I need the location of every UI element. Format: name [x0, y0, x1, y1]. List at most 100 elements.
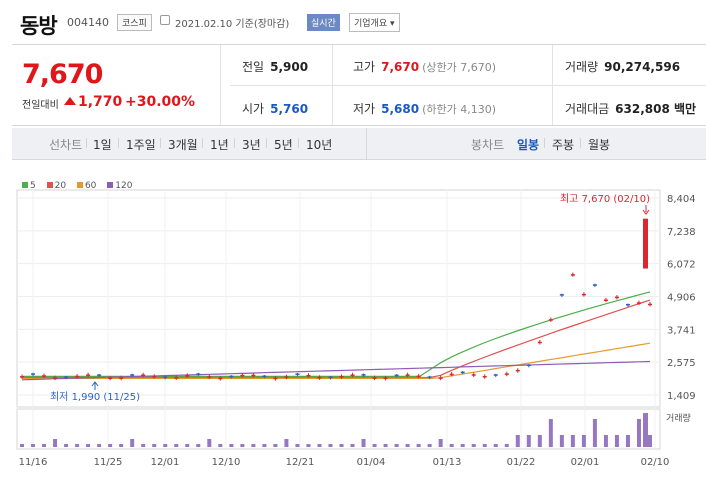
tab-1d[interactable]: 1일	[93, 138, 112, 152]
candle-body	[427, 376, 432, 378]
volume-bar	[273, 444, 278, 447]
candle-body	[416, 375, 421, 378]
volume-bar	[152, 444, 157, 447]
candle-body	[383, 377, 388, 380]
up-arrow-icon	[64, 97, 76, 105]
candle-body	[229, 375, 234, 378]
candle-body	[405, 374, 410, 376]
legend-ma20: 20	[46, 181, 66, 191]
volume-bar	[460, 444, 465, 447]
price-chart[interactable]: 8,404 7,238 6,072 4,906 3,741 2,575 1,409 11/1…	[0, 160, 706, 477]
volume-bar	[64, 444, 69, 447]
tab-3y[interactable]: 3년	[242, 138, 261, 152]
candle-body	[493, 374, 498, 376]
x-tick-label: 11/25	[94, 457, 123, 468]
realtime-button[interactable]: 실시간	[307, 14, 340, 31]
candle-body	[53, 377, 58, 379]
volume-bar	[394, 444, 399, 447]
candle-body	[20, 376, 24, 378]
prev-close: 전일 5,900	[242, 60, 309, 74]
candle-body	[581, 293, 586, 296]
y-tick-label: 3,741	[667, 325, 696, 336]
tab-10y[interactable]: 10년	[306, 138, 333, 152]
candle-body	[130, 374, 135, 376]
legend-ma60: 60	[76, 181, 96, 191]
candle-body	[42, 375, 47, 377]
candle-body	[350, 374, 355, 376]
volume-bar	[262, 444, 267, 447]
candle-body	[207, 376, 212, 378]
candle-body	[592, 284, 597, 286]
volume-bar	[482, 444, 487, 447]
low-annotation: 최저 1,990 (11/25)	[50, 391, 140, 403]
tab-5y[interactable]: 5년	[274, 138, 293, 152]
candle-body	[64, 376, 69, 378]
quote-panel: 7,670 전일대비 1,770 +30.00% 전일 5,900 시가 5,760…	[12, 44, 706, 126]
stock-header: 동방 004140 코스피 2021.02.10 기준(장마감) 실시간 기업개…	[0, 0, 706, 44]
candle-body	[548, 319, 553, 321]
candle-body	[460, 371, 465, 374]
ma-legend: 5 20 60 120	[22, 181, 140, 191]
volume-bar	[648, 435, 652, 447]
volume-bar	[493, 444, 498, 447]
volume-bar	[306, 444, 311, 447]
volume-bar	[130, 439, 135, 447]
tab-monthly[interactable]: 월봉	[588, 138, 611, 152]
tab-daily[interactable]: 일봉	[517, 138, 540, 152]
volume-bar	[53, 439, 58, 447]
stock-code: 004140	[67, 16, 109, 29]
x-tick-label: 01/04	[357, 457, 386, 468]
candle-body	[482, 375, 487, 378]
candle-body	[185, 375, 190, 377]
candle-body	[108, 377, 113, 380]
y-tick-label: 8,404	[667, 194, 696, 205]
candle-body	[625, 304, 630, 306]
x-tick-label: 12/21	[286, 457, 315, 468]
high-annotation: 최고 7,670 (02/10)	[560, 193, 650, 205]
open-price: 시가 5,760	[242, 102, 309, 116]
volume: 거래량 90,274,596	[565, 60, 681, 74]
current-price: 7,670	[22, 59, 103, 90]
volume-bar	[614, 435, 619, 447]
volume-bar	[75, 444, 80, 447]
volume-bar	[372, 444, 377, 447]
tab-3m[interactable]: 3개월	[168, 138, 198, 152]
ma-line	[22, 299, 651, 379]
trade-amount: 거래대금 632,808 백만	[565, 102, 697, 116]
volume-bar	[636, 419, 641, 447]
candle-body	[86, 374, 91, 376]
x-tick-label: 01/13	[433, 457, 462, 468]
candle-body	[471, 374, 476, 376]
volume-bar	[559, 435, 564, 447]
x-tick-label: 01/22	[507, 457, 536, 468]
ma-line	[21, 360, 651, 381]
candle-body	[152, 375, 157, 378]
volume-bar	[284, 439, 289, 447]
volume-bar	[207, 439, 212, 447]
y-tick-label: 7,238	[667, 227, 696, 238]
candle-body	[515, 369, 520, 372]
change-value: 1,770	[78, 94, 123, 110]
legend-ma120: 120	[107, 181, 132, 191]
candle-body	[394, 374, 399, 377]
chart-tabs: 선차트 1일 1주일 3개월 1년 3년 5년 10년 봉차트 일봉 주봉 월봉	[12, 128, 706, 160]
change-percent: +30.00%	[125, 94, 196, 110]
volume-bar	[86, 444, 91, 447]
volume-label: 거래량	[666, 414, 691, 424]
candle-body	[614, 296, 619, 299]
volume-bar	[350, 444, 355, 447]
tab-1y[interactable]: 1년	[210, 138, 229, 152]
volume-bar	[361, 439, 366, 447]
candle-body	[284, 376, 289, 378]
y-tick-label: 2,575	[667, 358, 696, 369]
volume-bar	[328, 444, 333, 447]
volume-bar	[339, 444, 344, 447]
tab-1w[interactable]: 1주일	[126, 138, 156, 152]
company-info-dropdown[interactable]: 기업개요 ▾	[349, 13, 400, 32]
tab-weekly[interactable]: 주봉	[552, 138, 575, 152]
volume-bar	[416, 444, 421, 447]
volume-bar	[592, 419, 597, 447]
candle-body	[643, 218, 648, 269]
volume-bar	[20, 444, 24, 447]
volume-bar	[185, 444, 190, 447]
